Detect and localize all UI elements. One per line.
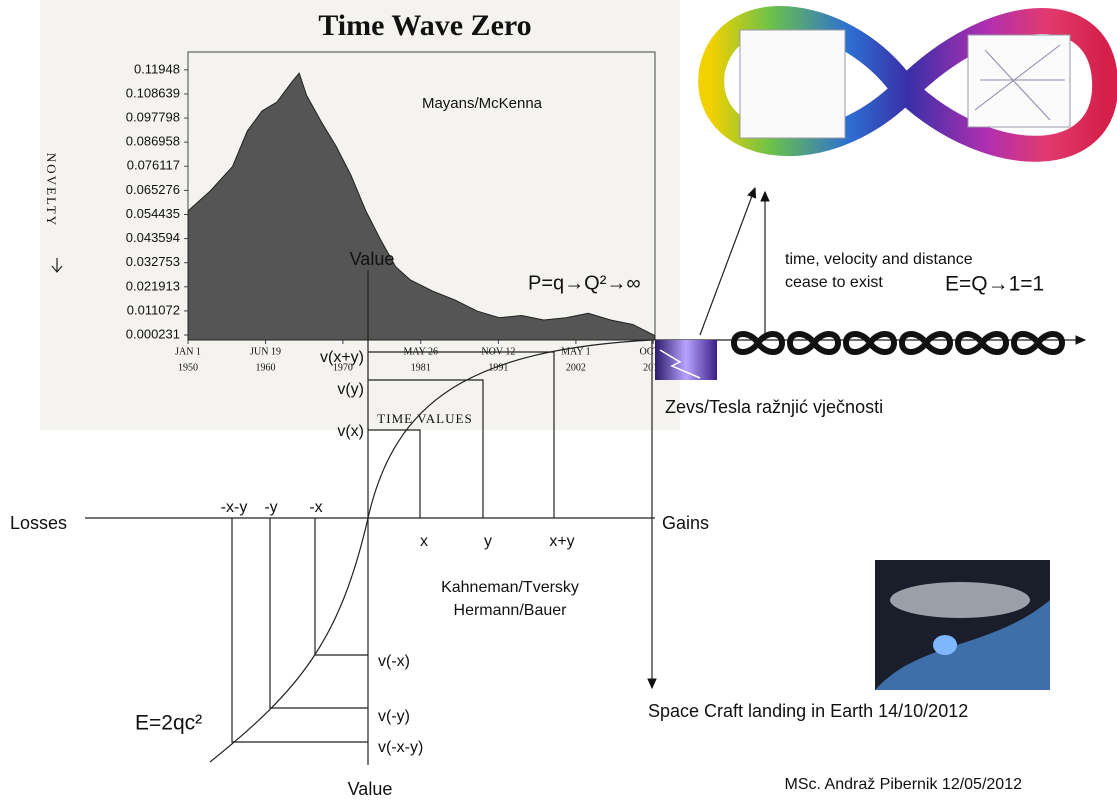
y-tick-label: 0.011072	[127, 302, 180, 317]
arrow	[700, 188, 755, 335]
equation: P=q→Q²→∞	[528, 272, 641, 294]
gain-label: x	[420, 533, 428, 550]
axis-label: Value	[348, 779, 393, 799]
inset-picture	[740, 30, 845, 138]
infinity-symbol	[790, 334, 838, 352]
gain-label: x+y	[549, 533, 574, 550]
y-tick-label: 0.043594	[126, 230, 180, 245]
y-tick-label: 0.054435	[126, 206, 180, 221]
x-tick-label: JAN 1	[175, 346, 201, 357]
equation: E=Q→1=1	[945, 273, 1044, 296]
spacecraft	[890, 582, 1030, 618]
loss-value: v(-x-y)	[378, 739, 423, 756]
axis-label: Gains	[662, 513, 709, 533]
infinity-symbol	[846, 334, 894, 352]
page: Time Wave Zero NOVELTY TIME VALUES Mayan…	[0, 0, 1117, 801]
x-tick-label: 1950	[178, 362, 198, 373]
y-tick-label: 0.097798	[126, 109, 180, 124]
signature: MSc. Andraž Pibernik 12/05/2012	[785, 776, 1023, 793]
chart-annotation: Mayans/McKenna	[422, 95, 543, 112]
y-tick-label: 0.086958	[126, 134, 180, 149]
loss-value: v(-x)	[378, 653, 410, 670]
y-tick-label: 0.108639	[126, 85, 180, 100]
caption: Space Craft landing in Earth 14/10/2012	[648, 701, 968, 721]
infinity-symbol	[902, 334, 950, 352]
x-axis-label: TIME VALUES	[377, 411, 472, 426]
gain-value: v(y)	[337, 381, 364, 398]
infinity-chain	[734, 334, 1062, 352]
y-tick-label: 0.065276	[126, 182, 180, 197]
gain-value: v(x+y)	[320, 349, 364, 366]
chart-title: Time Wave Zero	[318, 9, 531, 42]
axis-label: Value	[350, 249, 395, 269]
authors: Kahneman/Tversky	[441, 579, 579, 596]
y-tick-label: 0.021913	[126, 278, 180, 293]
y-axis-label: NOVELTY	[44, 153, 59, 227]
note: cease to exist	[785, 274, 883, 291]
infinity-symbol	[958, 334, 1006, 352]
equation: E=2qc²	[135, 712, 202, 735]
loss-label: -y	[264, 499, 277, 516]
gain-label: y	[484, 533, 492, 550]
y-tick-label: 0.032753	[126, 254, 180, 269]
x-tick-label: 2002	[566, 362, 586, 373]
note: time, velocity and distance	[785, 251, 973, 268]
loss-label: -x-y	[221, 499, 248, 516]
loss-value: v(-y)	[378, 708, 410, 725]
authors: Hermann/Bauer	[454, 602, 568, 619]
loss-label: -x	[309, 499, 322, 516]
axis-label: Losses	[10, 513, 67, 533]
lightning-picture	[655, 340, 717, 380]
infinity-symbol	[734, 334, 782, 352]
y-tick-label: 0.076117	[127, 158, 180, 173]
spacecraft-engine	[933, 635, 957, 655]
x-tick-label: JUN 19	[250, 346, 281, 357]
x-tick-label: 1960	[256, 362, 276, 373]
y-tick-label: 0.11948	[134, 61, 180, 76]
infinity-symbol	[1014, 334, 1062, 352]
caption: Zevs/Tesla ražnjić vječnosti	[665, 397, 883, 417]
x-tick-label: 1981	[411, 362, 431, 373]
y-tick-label: 0.000231	[126, 326, 180, 341]
gain-value: v(x)	[337, 423, 364, 440]
